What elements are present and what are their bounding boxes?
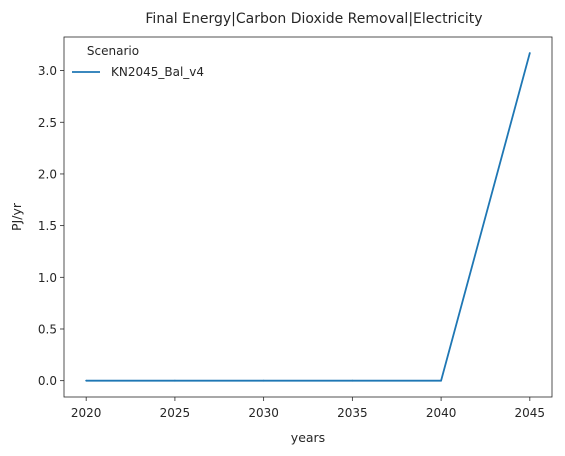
data-point: [351, 379, 354, 382]
y-tick-label: 3.0: [38, 64, 57, 78]
series-line-0: [86, 52, 531, 382]
chart-title: Final Energy|Carbon Dioxide Removal|Elec…: [145, 11, 482, 27]
x-tick-label: 2030: [248, 406, 279, 420]
legend-title: Scenario: [87, 44, 139, 58]
y-axis-label: PJ/yr: [9, 202, 24, 231]
y-tick-label: 0.5: [38, 322, 57, 336]
x-tick-label: 2020: [71, 406, 102, 420]
data-point: [262, 379, 265, 382]
y-tick-label: 2.0: [38, 167, 57, 181]
data-point: [440, 379, 442, 382]
x-axis-label: years: [291, 430, 325, 445]
x-tick-label: 2035: [337, 406, 368, 420]
y-tick-label: 1.5: [38, 219, 57, 233]
series-layer: [85, 52, 531, 382]
legend: Scenario KN2045_Bal_v4: [72, 44, 204, 79]
data-point: [528, 52, 531, 54]
y-axis: 0.0 0.5 1.0 1.5 2.0 2.5 3.0: [38, 64, 64, 388]
x-tick-label: 2040: [426, 406, 457, 420]
data-point: [174, 379, 176, 382]
legend-entry-kn2045-bal-v4: KN2045_Bal_v4: [111, 65, 204, 79]
x-axis: 2020 2025 2030 2035 2040 2045: [71, 397, 545, 420]
data-point: [85, 379, 88, 382]
y-tick-label: 0.0: [38, 374, 57, 388]
y-tick-label: 1.0: [38, 271, 57, 285]
x-tick-label: 2025: [160, 406, 191, 420]
plot-frame: [63, 36, 553, 398]
y-tick-label: 2.5: [38, 116, 57, 130]
x-tick-label: 2045: [515, 406, 546, 420]
